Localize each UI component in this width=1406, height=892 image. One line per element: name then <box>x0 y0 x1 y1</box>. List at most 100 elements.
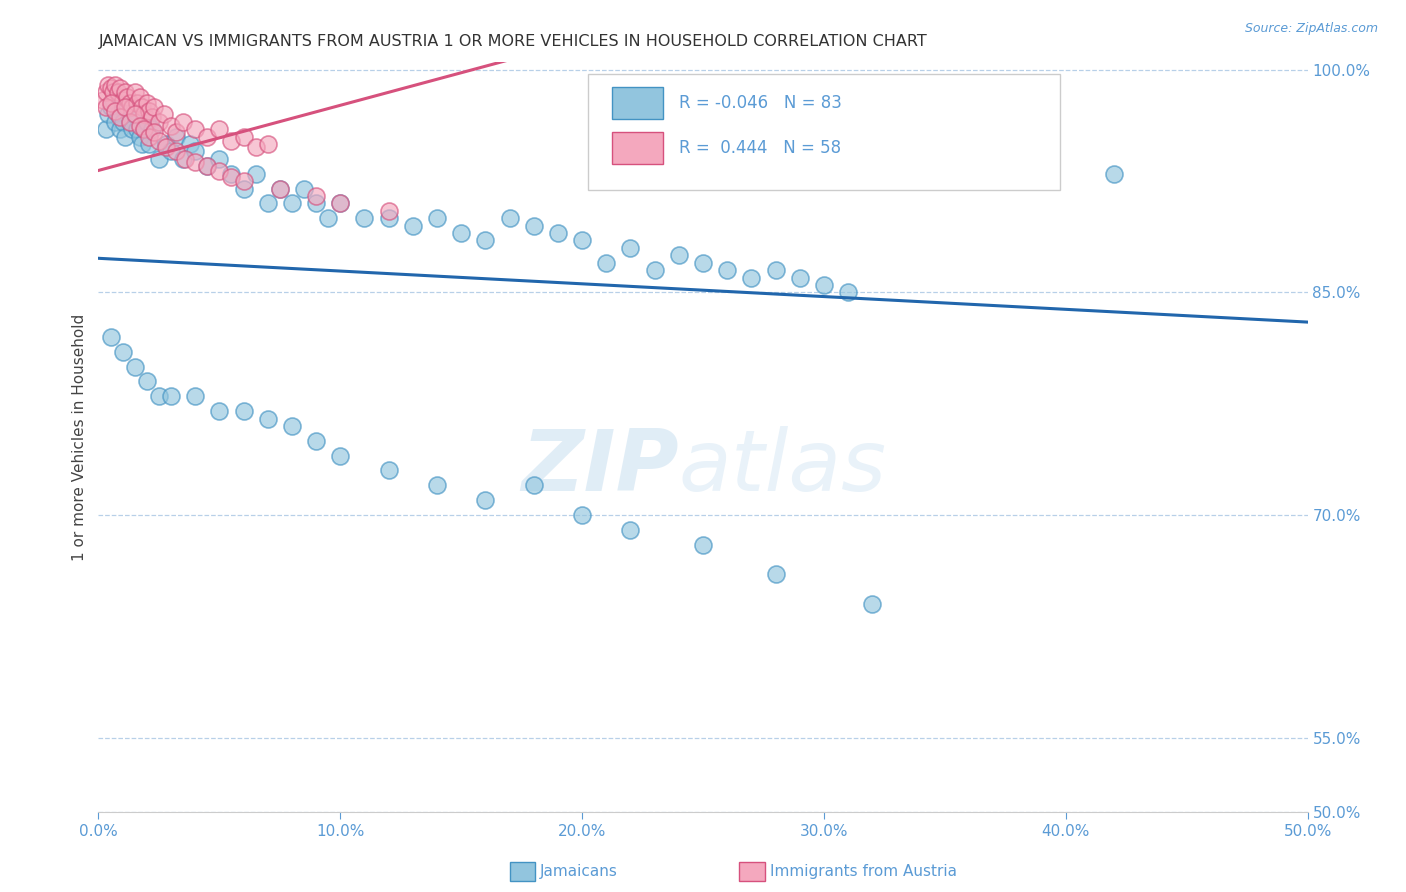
Point <box>765 567 787 582</box>
Point <box>232 174 254 188</box>
Point <box>104 104 127 119</box>
Point <box>148 152 170 166</box>
Point <box>100 330 122 344</box>
Point <box>111 344 134 359</box>
Point <box>104 78 127 92</box>
Point <box>143 125 166 139</box>
Point <box>114 85 136 99</box>
Point <box>740 270 762 285</box>
Text: Immigrants from Austria: Immigrants from Austria <box>769 864 956 879</box>
Point <box>619 523 641 537</box>
Point <box>377 211 399 226</box>
Point <box>668 248 690 262</box>
Point <box>94 85 117 99</box>
Point <box>450 226 472 240</box>
Point <box>474 234 496 248</box>
Point <box>127 95 149 110</box>
Point <box>107 107 129 121</box>
Point <box>121 122 143 136</box>
Point <box>644 263 666 277</box>
Point <box>160 120 183 134</box>
Point <box>143 100 166 114</box>
Point <box>692 256 714 270</box>
Point <box>101 85 124 99</box>
Point <box>131 136 153 151</box>
Point <box>148 115 170 129</box>
FancyBboxPatch shape <box>588 74 1060 190</box>
Point <box>256 136 278 151</box>
Point <box>124 359 146 374</box>
Point <box>152 107 174 121</box>
Point <box>305 434 328 448</box>
Point <box>141 122 163 136</box>
Y-axis label: 1 or more Vehicles in Household: 1 or more Vehicles in Household <box>72 313 87 561</box>
Point <box>221 169 243 184</box>
Point <box>141 111 163 125</box>
Point <box>281 196 304 211</box>
Point <box>305 189 328 203</box>
Point <box>837 285 859 300</box>
FancyBboxPatch shape <box>613 87 664 119</box>
Point <box>232 129 254 144</box>
Point <box>108 111 131 125</box>
Point <box>377 203 399 218</box>
Point <box>402 219 425 233</box>
Point <box>107 85 129 99</box>
Point <box>118 115 141 129</box>
Point <box>131 100 153 114</box>
Point <box>165 125 187 139</box>
Point <box>127 122 149 136</box>
Point <box>108 122 131 136</box>
Point <box>269 181 291 195</box>
Point <box>121 100 143 114</box>
Point <box>208 163 231 178</box>
Point <box>138 136 160 151</box>
Point <box>134 122 156 136</box>
Point <box>172 152 194 166</box>
Point <box>108 80 131 95</box>
Point <box>128 120 150 134</box>
Point <box>97 107 120 121</box>
Point <box>571 508 593 522</box>
Point <box>100 100 122 114</box>
Point <box>245 167 267 181</box>
Point <box>104 115 127 129</box>
Point <box>111 93 134 107</box>
Point <box>155 140 177 154</box>
Point <box>595 256 617 270</box>
Point <box>160 145 183 159</box>
Point <box>94 100 117 114</box>
Text: ZIP: ZIP <box>522 425 679 508</box>
Point <box>1102 167 1125 181</box>
Point <box>134 122 156 136</box>
Point <box>91 93 114 107</box>
Point <box>765 263 787 277</box>
Point <box>316 211 339 226</box>
Point <box>111 115 134 129</box>
Text: JAMAICAN VS IMMIGRANTS FROM AUSTRIA 1 OR MORE VEHICLES IN HOUSEHOLD CORRELATION : JAMAICAN VS IMMIGRANTS FROM AUSTRIA 1 OR… <box>98 34 927 49</box>
Point <box>135 95 157 110</box>
Point <box>221 134 243 148</box>
Point <box>124 107 146 121</box>
Point <box>523 478 546 492</box>
Point <box>329 196 352 211</box>
Point <box>619 241 641 255</box>
Text: R = -0.046   N = 83: R = -0.046 N = 83 <box>679 94 842 112</box>
Point <box>256 411 278 425</box>
Point <box>426 211 449 226</box>
Point <box>118 115 141 129</box>
Point <box>184 122 207 136</box>
Point <box>118 95 141 110</box>
Point <box>256 196 278 211</box>
Point <box>172 115 194 129</box>
Text: R =  0.444   N = 58: R = 0.444 N = 58 <box>679 139 841 157</box>
Point <box>165 145 187 159</box>
Point <box>184 389 207 403</box>
Point <box>245 140 267 154</box>
Point <box>155 136 177 151</box>
Point <box>148 134 170 148</box>
Point <box>101 93 124 107</box>
Point <box>789 270 811 285</box>
Point <box>208 122 231 136</box>
Point <box>523 219 546 233</box>
